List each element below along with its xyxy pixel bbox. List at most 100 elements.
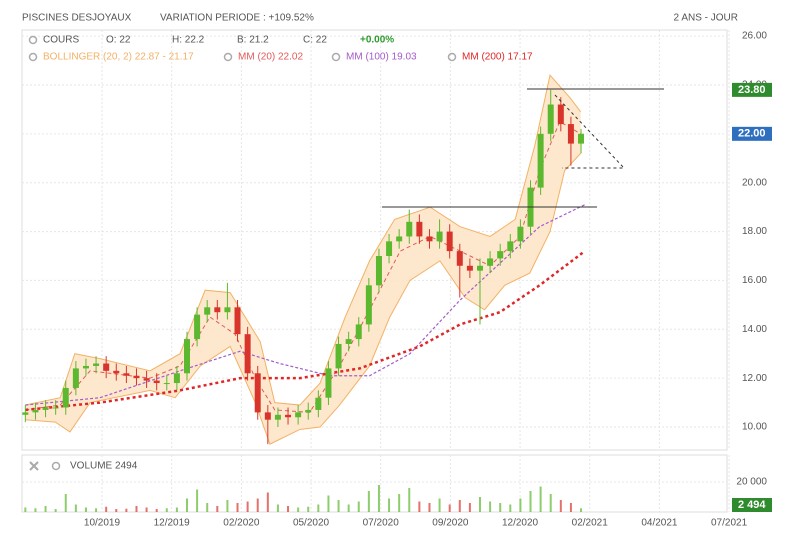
- x-tick-label: 05/2020: [293, 518, 330, 529]
- bollinger-fill: [25, 75, 581, 445]
- volume-bar: [256, 498, 259, 512]
- candle-body: [476, 265, 483, 271]
- volume-bar: [145, 507, 148, 512]
- candle-body: [103, 363, 110, 371]
- gear-icon[interactable]: [28, 52, 38, 62]
- candle-body: [244, 334, 251, 374]
- x-tick-label: 12/2019: [154, 518, 191, 529]
- volume-bar: [408, 488, 411, 512]
- candle-body: [305, 409, 312, 413]
- candle-body: [264, 412, 271, 420]
- volume-bar: [276, 504, 279, 512]
- volume-bar: [175, 507, 178, 512]
- candle-body: [22, 412, 29, 415]
- y-tick-label: 12.00: [742, 373, 767, 384]
- gear-icon[interactable]: [447, 52, 457, 62]
- volume-bar: [478, 497, 481, 512]
- candle-body: [547, 104, 554, 134]
- volume-bar: [34, 508, 37, 512]
- candle-body: [224, 307, 231, 313]
- candle-body: [436, 231, 443, 242]
- moving-average: [25, 250, 586, 412]
- y-tick-label: 14.00: [742, 324, 767, 335]
- volume-bar: [105, 506, 108, 512]
- volume-bar: [448, 504, 451, 512]
- x-tick-label: 10/2019: [84, 518, 121, 529]
- candle-body: [456, 251, 463, 266]
- volume-bar: [489, 501, 492, 512]
- volume-bar: [226, 500, 229, 512]
- candle-body: [446, 231, 453, 252]
- volume-bar: [347, 504, 350, 512]
- price-frame: [21, 29, 728, 451]
- candle-body: [325, 368, 332, 398]
- candle-body: [557, 104, 564, 125]
- candle-body: [295, 412, 302, 418]
- close-icon[interactable]: [29, 461, 39, 471]
- volume-bar: [307, 506, 310, 512]
- volume-bar: [246, 501, 249, 512]
- x-tick-label: 09/2020: [432, 518, 469, 529]
- volume-bar: [74, 504, 77, 512]
- volume-badge: [732, 498, 772, 512]
- volume-frame: [21, 454, 728, 513]
- candle-body: [285, 414, 292, 418]
- volume-bar: [418, 501, 421, 512]
- volume-bar: [458, 500, 461, 512]
- volume-bar: [24, 507, 27, 512]
- gear-icon[interactable]: [51, 461, 61, 471]
- legend-bollinger: BOLLINGER (20, 2) 22.87 - 21.17: [43, 52, 194, 63]
- candle-body: [355, 324, 362, 340]
- candle-body: [42, 407, 49, 410]
- volume-bar: [84, 507, 87, 512]
- subtitle: VARIATION PERIODE : +109.52%: [160, 13, 314, 24]
- bollinger-upper: [25, 74, 582, 406]
- volume-bar: [529, 491, 532, 512]
- volume-bar: [317, 504, 320, 512]
- title: PISCINES DESJOYAUX: [22, 13, 132, 24]
- volume-bar: [196, 489, 199, 512]
- volume-bar: [155, 509, 158, 512]
- y-tick-label: 20.00: [742, 177, 767, 188]
- gear-icon[interactable]: [223, 52, 233, 62]
- candle-body: [214, 307, 221, 313]
- candle-body: [497, 251, 504, 259]
- ohlc-low: B: 21.2: [237, 35, 269, 46]
- candle-body: [365, 285, 372, 325]
- legend-mm: MM (100) 19.03: [346, 52, 417, 63]
- volume-bar: [367, 491, 370, 512]
- candle-body: [234, 307, 241, 335]
- gear-icon[interactable]: [331, 52, 341, 62]
- moving-average: [25, 204, 586, 406]
- volume-bar: [569, 503, 572, 512]
- candle-body: [416, 221, 423, 237]
- candle-body: [93, 363, 100, 366]
- price-badge-label: 22.00: [738, 128, 766, 140]
- legend-mm: MM (200) 17.17: [462, 52, 533, 63]
- candle-body: [406, 221, 413, 237]
- volume-bar: [236, 503, 239, 512]
- volume-bar: [135, 506, 138, 512]
- candle-body: [123, 373, 130, 376]
- candle-body: [204, 307, 211, 315]
- volume-bar: [95, 508, 98, 512]
- x-tick-label: 12/2020: [502, 518, 539, 529]
- volume-bar: [185, 498, 188, 512]
- gear-icon[interactable]: [28, 35, 38, 45]
- candle-body: [173, 373, 180, 384]
- volume-bar: [499, 503, 502, 512]
- candle-body: [113, 370, 120, 374]
- bollinger-lower: [25, 153, 582, 445]
- candle-body: [345, 339, 352, 344]
- volume-bar: [54, 509, 57, 512]
- price-badge-label: 23.80: [738, 84, 766, 96]
- ohlc-close: C: 22: [303, 35, 327, 46]
- volume-bar: [125, 508, 128, 512]
- candle-body: [72, 368, 79, 388]
- y-tick-label: 26.00: [742, 31, 767, 42]
- candle-body: [62, 387, 69, 408]
- candle-body: [375, 256, 382, 286]
- candle-body: [82, 365, 89, 369]
- data: [22, 74, 586, 512]
